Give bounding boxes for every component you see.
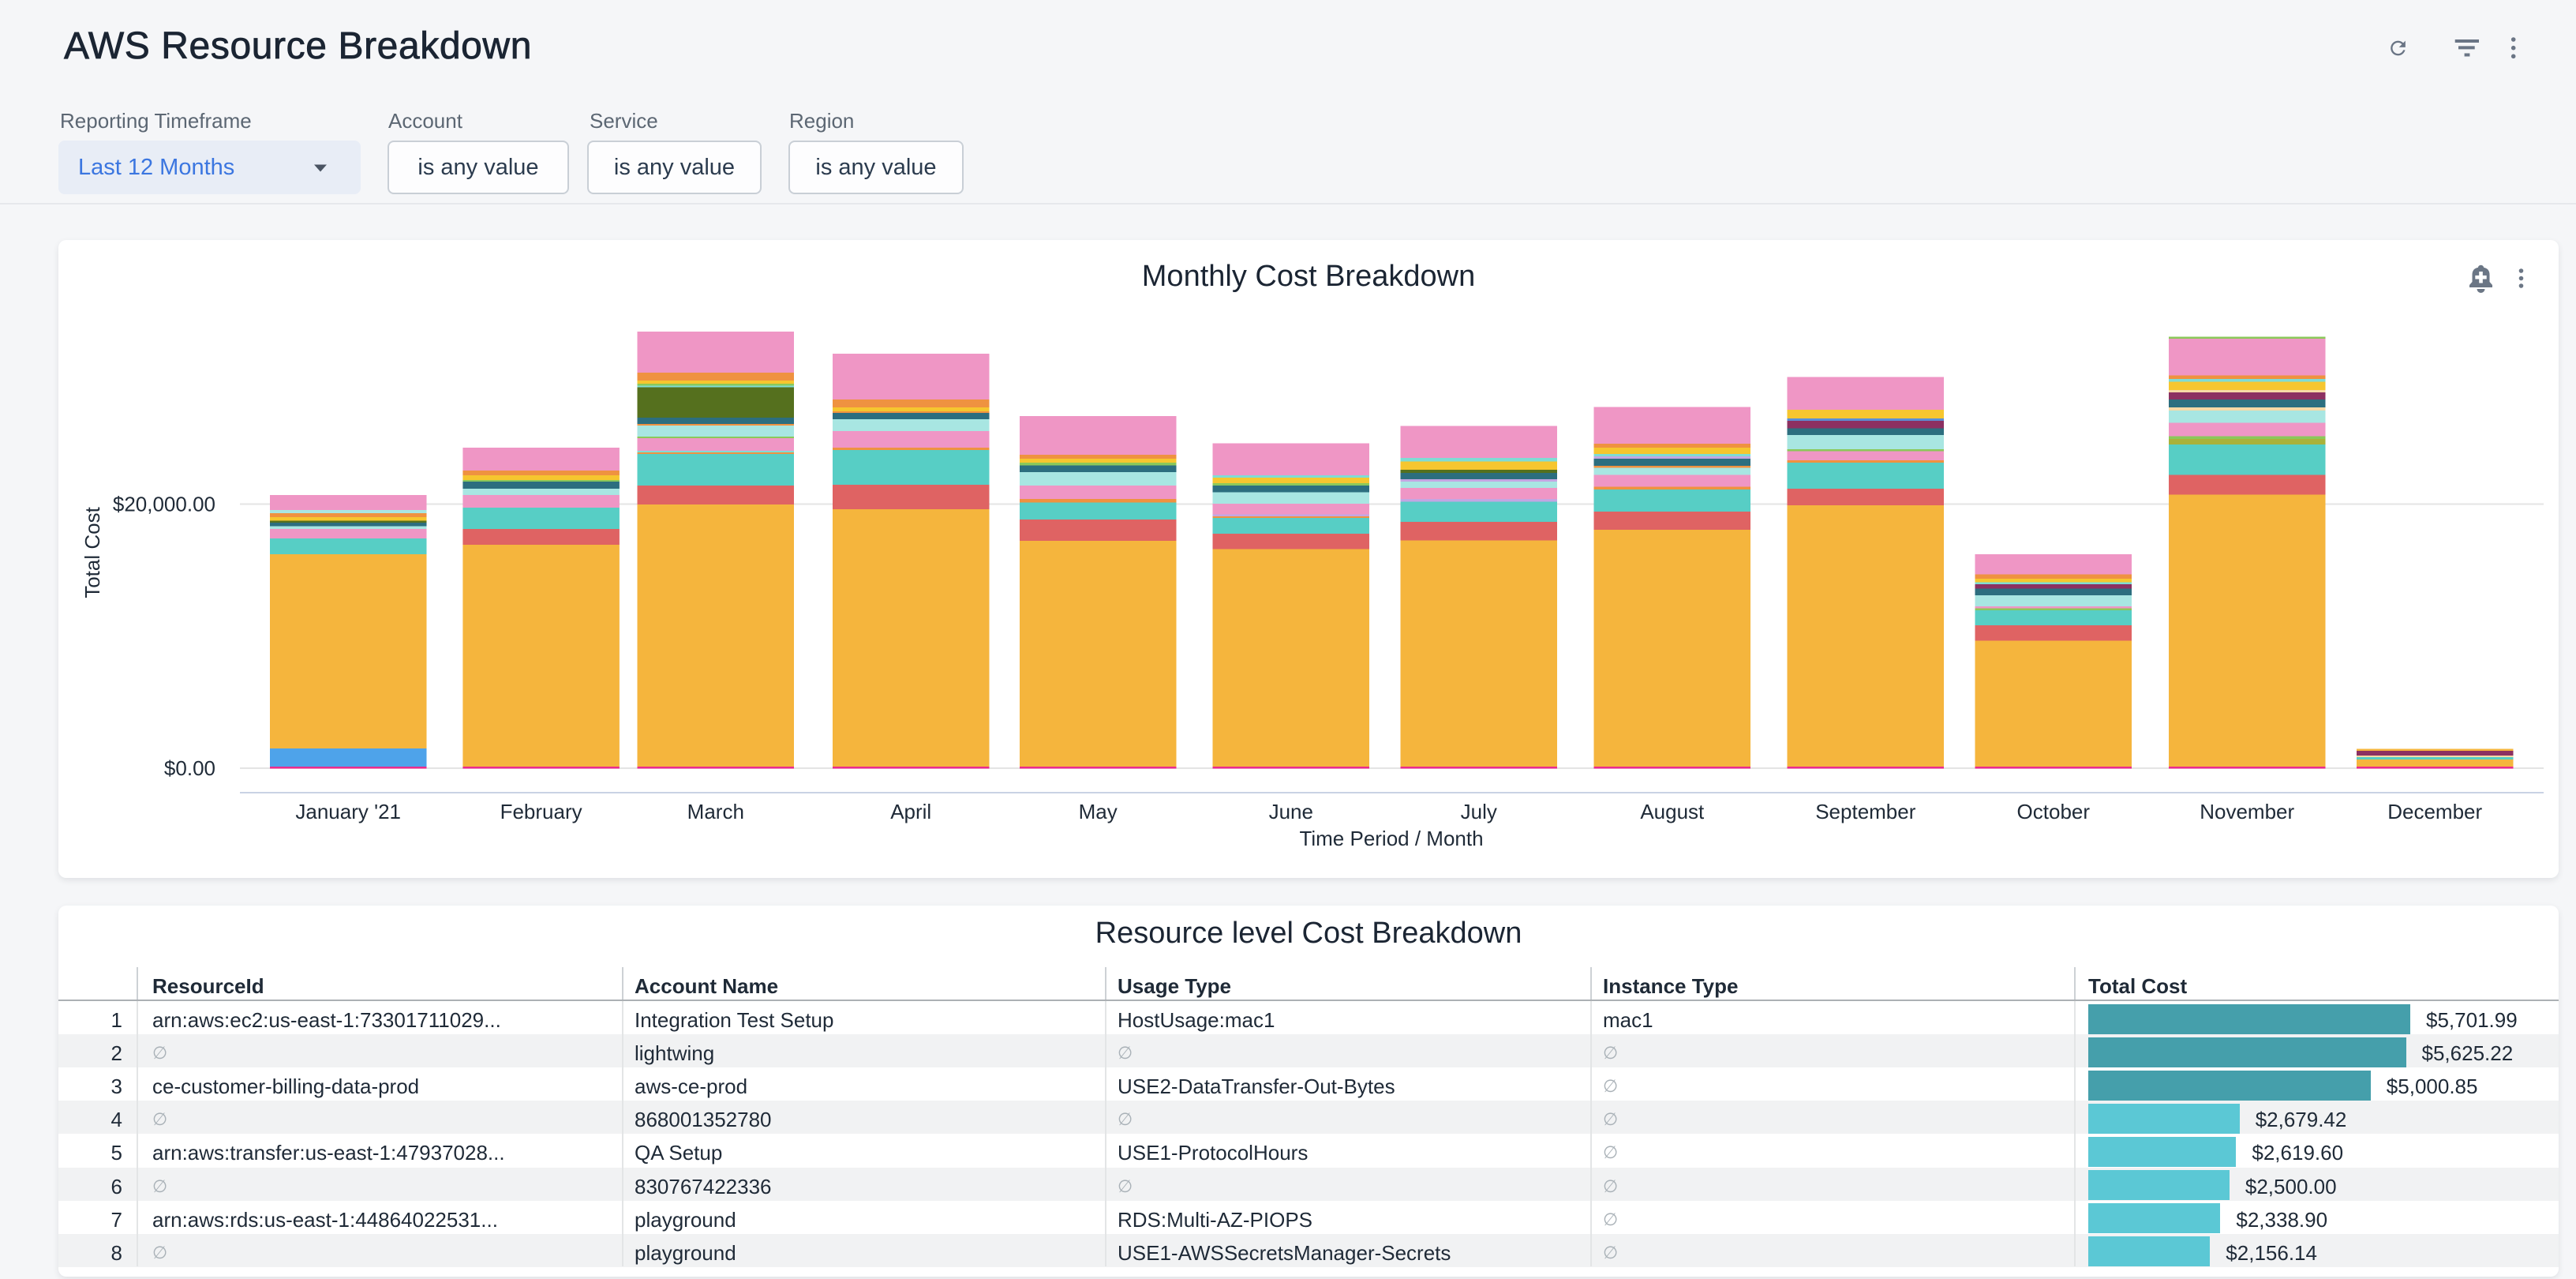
svg-text:April: April [890, 800, 931, 823]
svg-text:January '21: January '21 [295, 800, 401, 823]
svg-text:Time Period / Month: Time Period / Month [1299, 827, 1483, 850]
svg-text:Total Cost: Total Cost [80, 506, 104, 598]
svg-text:July: July [1461, 800, 1497, 823]
svg-text:October: October [2017, 800, 2091, 823]
svg-text:December: December [2387, 800, 2482, 823]
svg-text:August: August [1640, 800, 1705, 823]
svg-text:November: November [2200, 800, 2294, 823]
svg-text:June: June [1269, 800, 1313, 823]
svg-text:$20,000.00: $20,000.00 [113, 493, 215, 516]
svg-text:Monthly Cost Breakdown: Monthly Cost Breakdown [1142, 260, 1475, 293]
svg-text:September: September [1815, 800, 1916, 823]
svg-text:$0.00: $0.00 [164, 756, 215, 780]
svg-text:May: May [1079, 800, 1118, 823]
svg-text:February: February [500, 800, 582, 823]
svg-text:March: March [687, 800, 744, 823]
